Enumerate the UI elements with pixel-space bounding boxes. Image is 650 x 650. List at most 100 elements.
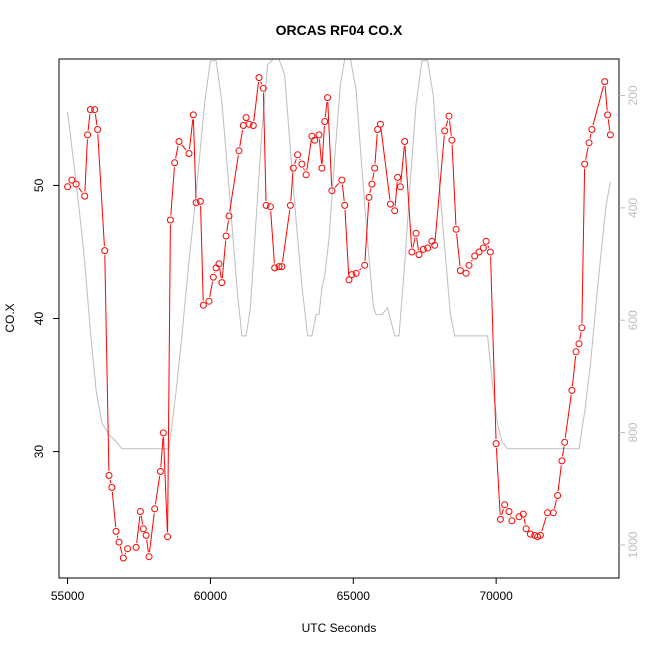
data-point (371, 164, 379, 172)
series-segment (146, 539, 149, 553)
data-point (185, 150, 193, 157)
series-segment (163, 437, 168, 533)
series-segment (87, 113, 91, 131)
data-point (311, 136, 319, 144)
series-segment (270, 211, 275, 264)
data-point (222, 232, 230, 240)
data-point (239, 122, 247, 129)
x-axis: 55000 60000 65000 70000 (51, 578, 513, 603)
series-segment (140, 515, 144, 525)
secondary-line-layer (67, 58, 611, 450)
data-point (192, 199, 200, 207)
y2-tick-label: 200 (626, 85, 640, 105)
secondary-y-axis: 200 400 600 800 1000 (619, 85, 640, 558)
series-segment (253, 82, 259, 122)
data-point (601, 78, 609, 86)
series-segment (229, 155, 239, 212)
x-tick-label: 65000 (337, 589, 371, 603)
data-point (581, 160, 589, 168)
data-point (365, 193, 373, 201)
data-point (101, 247, 109, 255)
data-point (112, 527, 120, 535)
series-segment (394, 181, 398, 207)
data-point (419, 245, 427, 253)
series-segment (282, 209, 291, 263)
series-segment (175, 145, 179, 159)
data-point (561, 438, 569, 446)
data-point (315, 131, 323, 139)
series-segment (564, 394, 572, 438)
series-segment (104, 255, 110, 472)
series-segment (470, 259, 473, 262)
data-point (338, 176, 346, 184)
series-segment (219, 268, 222, 279)
series-segment (94, 113, 98, 126)
series-segment (523, 518, 526, 525)
data-point (171, 159, 179, 167)
series-segment (579, 332, 582, 340)
data-point (526, 530, 534, 538)
data-point (142, 531, 150, 539)
data-point (262, 201, 270, 209)
series-layer (64, 74, 614, 562)
data-point (462, 269, 470, 277)
data-point (374, 126, 382, 133)
data-point (196, 197, 204, 205)
data-point (321, 118, 329, 125)
series-segment (149, 513, 155, 553)
data-point (505, 508, 513, 515)
series-segment (181, 144, 187, 151)
data-point (189, 111, 197, 119)
data-point (465, 261, 473, 269)
series-segment (327, 102, 333, 187)
data-point (391, 207, 399, 215)
y2-tick-label: 800 (626, 422, 640, 442)
series-segment (124, 552, 127, 555)
series-segment (372, 172, 375, 180)
data-point (245, 120, 253, 128)
series-segment (562, 446, 565, 457)
data-point (86, 106, 94, 114)
data-point (394, 173, 402, 181)
data-point (401, 138, 409, 145)
series-segment (451, 144, 457, 225)
data-point (324, 94, 332, 102)
data-point (501, 501, 509, 509)
data-point (115, 538, 123, 546)
data-point (368, 180, 376, 188)
secondary-series-line (67, 58, 611, 450)
data-point (554, 492, 562, 499)
data-point (361, 261, 369, 269)
data-point (84, 131, 92, 139)
data-point (424, 244, 432, 252)
series-segment (299, 158, 301, 161)
data-point (72, 180, 80, 188)
x-tick-label: 60000 (194, 589, 228, 603)
data-point (431, 241, 439, 249)
data-point (345, 276, 353, 284)
data-point (91, 106, 99, 114)
plot-frame (58, 58, 620, 579)
data-point (448, 136, 456, 144)
series-segment (404, 145, 413, 248)
series-segment (374, 133, 378, 164)
data-point (156, 468, 164, 475)
series-segment (412, 237, 416, 248)
data-point (249, 122, 257, 129)
series-segment (589, 133, 592, 139)
series-segment (380, 128, 391, 200)
data-point (164, 533, 172, 541)
y-tick-label: 40 (32, 312, 46, 326)
data-point (606, 131, 614, 139)
data-point (445, 112, 453, 120)
data-point (175, 138, 183, 145)
data-point (471, 252, 479, 260)
data-point (124, 545, 132, 553)
series-segment (189, 119, 194, 150)
data-point (585, 139, 593, 147)
series-segment (449, 120, 452, 136)
data-point (549, 509, 557, 517)
series-segment (369, 188, 372, 194)
series-segment (303, 168, 305, 171)
x-tick-label: 70000 (479, 589, 513, 603)
